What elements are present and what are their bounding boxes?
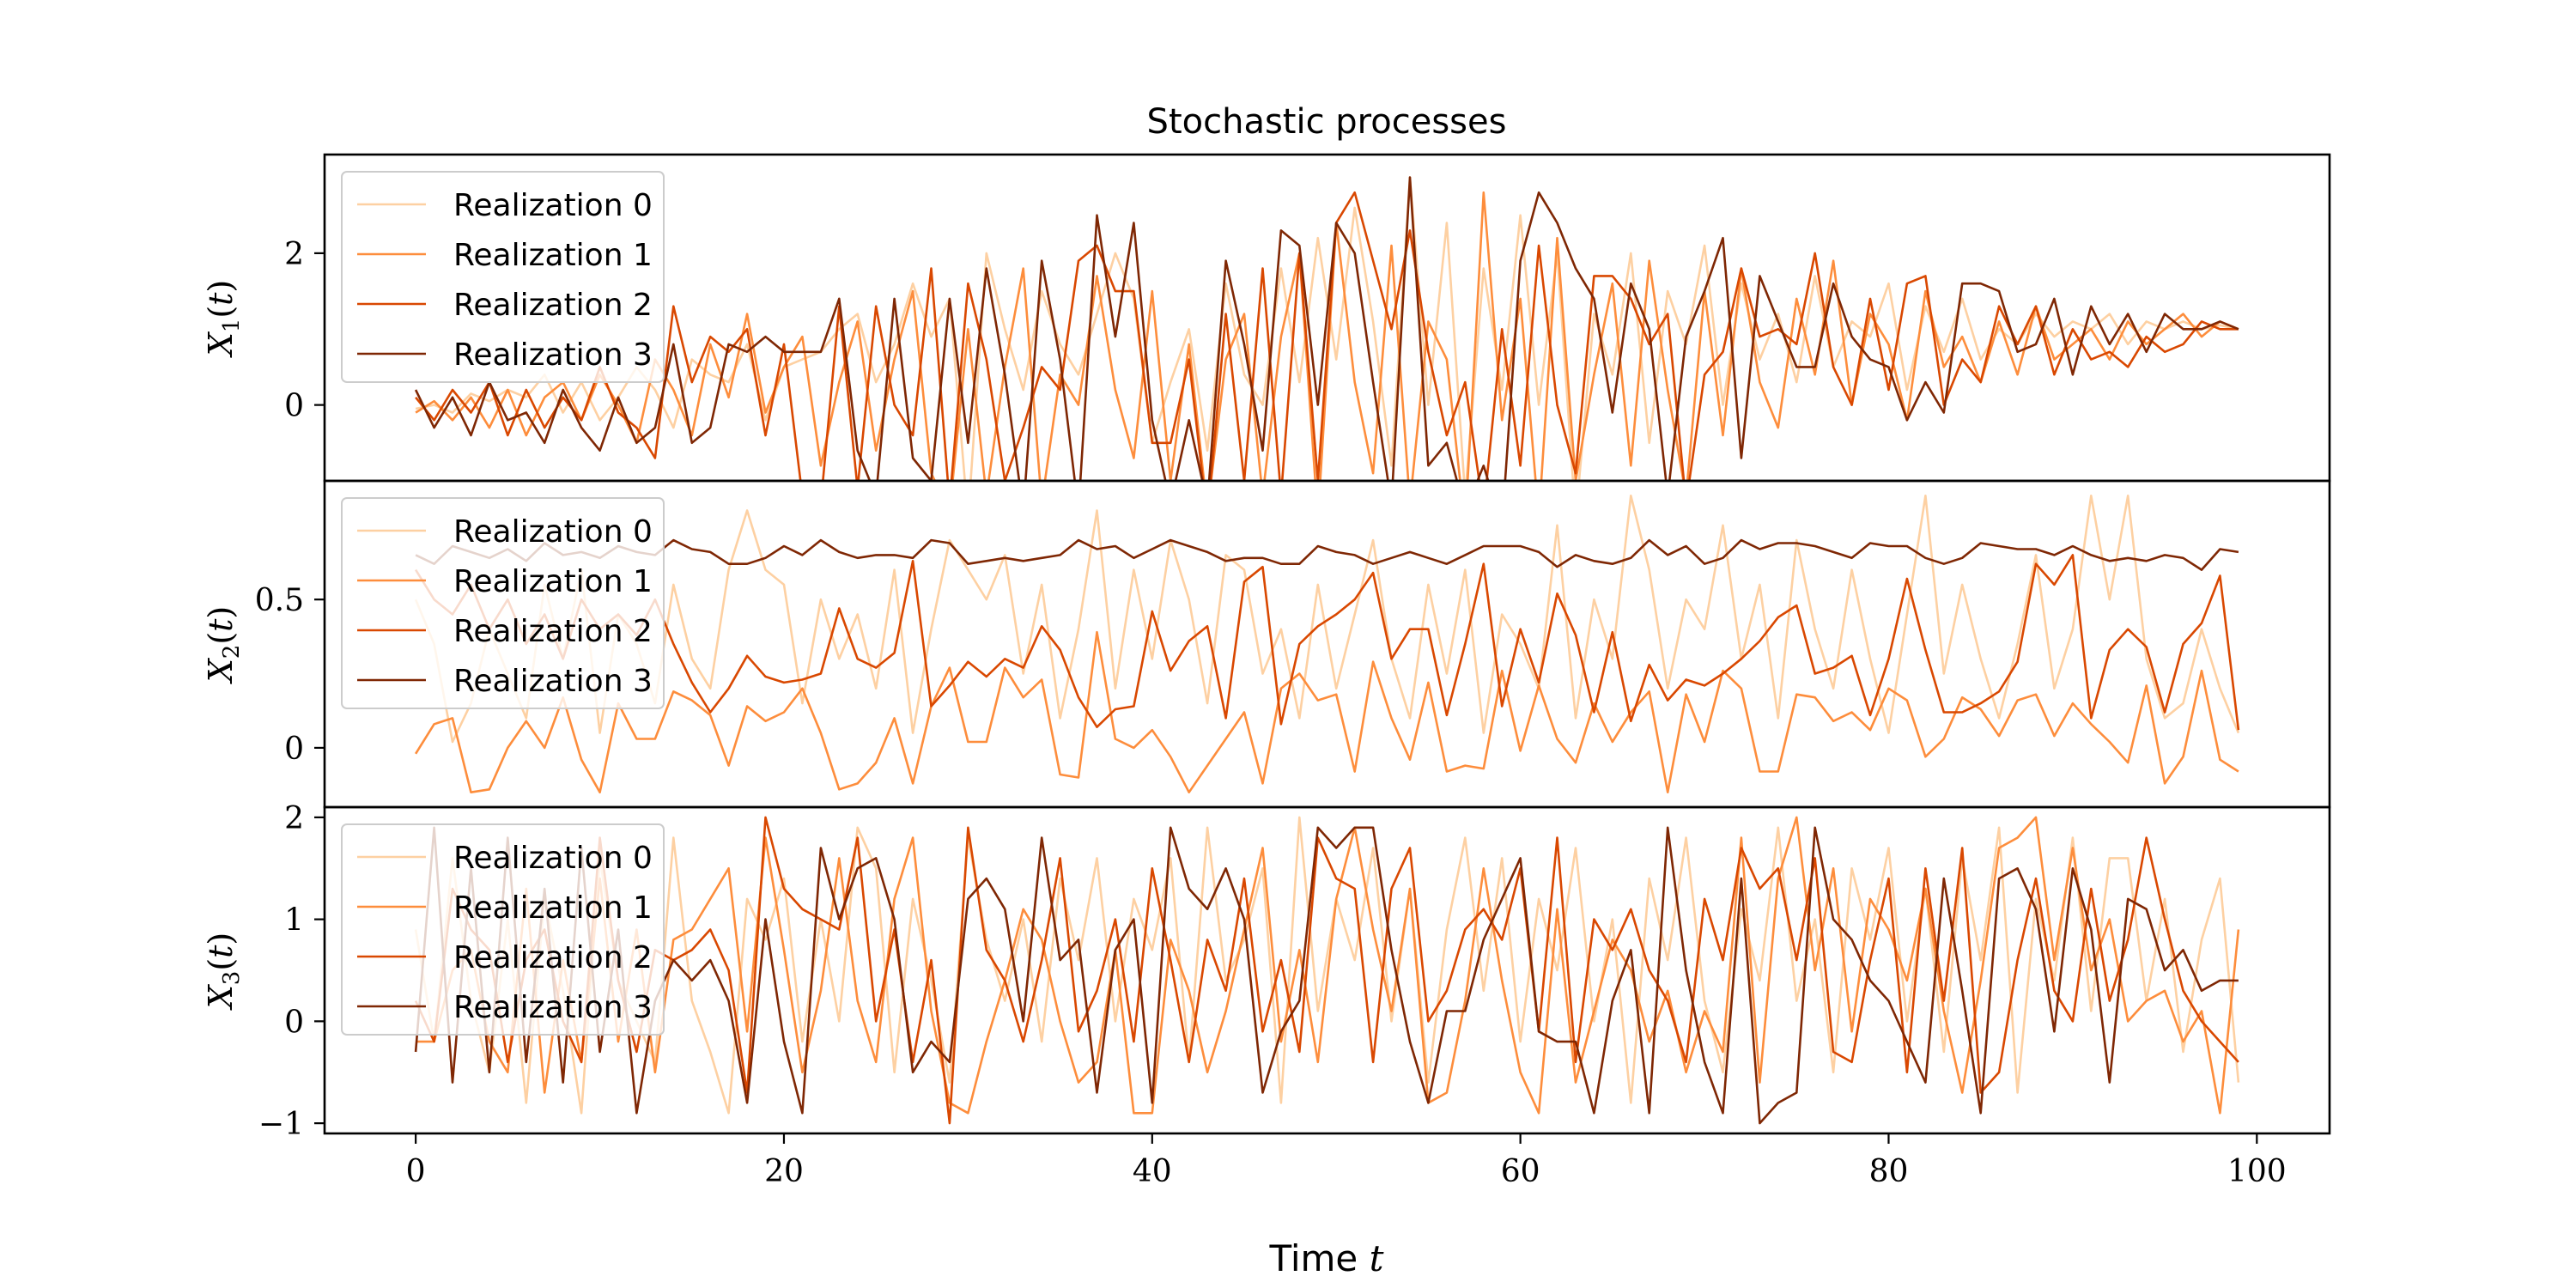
y-tick-label: 2 — [284, 237, 304, 272]
series-line-3 — [414, 826, 2239, 1125]
legend-box — [341, 823, 665, 1036]
y-axis-title: X2(t) — [202, 606, 245, 685]
legend-label: Realization 0 — [453, 188, 653, 223]
y-tick-label: 0 — [284, 732, 304, 767]
chart-title: Stochastic processes — [1147, 102, 1507, 142]
legend-label: Realization 0 — [453, 514, 653, 550]
y-tick-label: −1 — [258, 1107, 304, 1142]
y-axis-title: X1(t) — [202, 280, 245, 359]
y-tick-label: 0.5 — [255, 583, 304, 618]
legend-label: Realization 2 — [453, 940, 653, 975]
y-axis-title: X3(t) — [202, 933, 245, 1012]
x-tick-label: 0 — [406, 1154, 426, 1189]
series-line-1 — [415, 191, 2239, 481]
y-tick-label: 1 — [284, 903, 304, 939]
x-tick-label: 100 — [2227, 1154, 2287, 1189]
legend: Realization 0 Realization 1 Realization 2 R… — [341, 497, 665, 709]
axes-frame — [323, 805, 2331, 1135]
series-line-2 — [415, 191, 2239, 481]
legend-label: Realization 3 — [453, 664, 653, 699]
legend-label: Realization 1 — [453, 238, 653, 273]
legend-box — [341, 497, 665, 709]
series-line-2 — [414, 816, 2239, 1125]
legend-label: Realization 1 — [453, 564, 653, 599]
legend: Realization 0 Realization 1 Realization 2 R… — [341, 823, 665, 1036]
legend-label: Realization 2 — [453, 614, 653, 649]
x-tick-label: 20 — [764, 1154, 804, 1189]
legend-box — [341, 171, 665, 383]
series-line-3 — [414, 176, 2239, 481]
x-axis-title: Time t — [1268, 1237, 1383, 1279]
y-tick-label: 2 — [284, 801, 304, 836]
legend-label: Realization 3 — [453, 337, 653, 373]
series-line-2 — [414, 554, 2240, 731]
legend-label: Realization 3 — [453, 990, 653, 1025]
legend-label: Realization 0 — [453, 841, 653, 876]
series-line-3 — [415, 538, 2239, 571]
legend: Realization 0 Realization 1 Realization 2 R… — [341, 171, 665, 383]
x-tick-label: 60 — [1501, 1154, 1540, 1189]
x-tick-label: 40 — [1133, 1154, 1172, 1189]
series-line-1 — [414, 630, 2239, 794]
legend-label: Realization 2 — [453, 288, 653, 323]
series-line-0 — [414, 494, 2240, 744]
series-line-1 — [416, 816, 2240, 1115]
y-tick-label: 0 — [284, 389, 304, 424]
legend-label: Realization 1 — [453, 890, 653, 926]
x-tick-label: 80 — [1869, 1154, 1909, 1189]
y-tick-label: 0 — [284, 1005, 304, 1040]
